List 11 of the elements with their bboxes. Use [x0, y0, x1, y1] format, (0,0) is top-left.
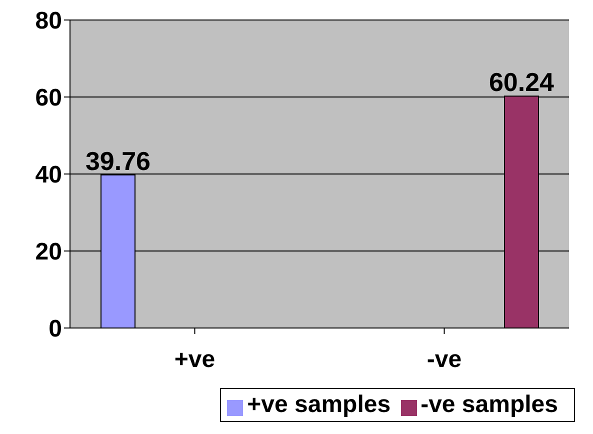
- y-tick-label: 80: [35, 8, 62, 35]
- x-tick-label: +ve: [174, 346, 216, 374]
- y-tick-label: 60: [35, 84, 62, 112]
- legend-label: +ve samples: [247, 391, 391, 418]
- data-label: 39.76: [85, 146, 151, 176]
- y-tick-label: 40: [35, 162, 62, 189]
- x-tick-label: -ve: [426, 346, 462, 374]
- y-tick-label: 0: [48, 316, 62, 343]
- legend-label: -ve samples: [420, 391, 558, 418]
- data-label: 60.24: [488, 67, 555, 98]
- y-tick-label: 20: [35, 238, 62, 266]
